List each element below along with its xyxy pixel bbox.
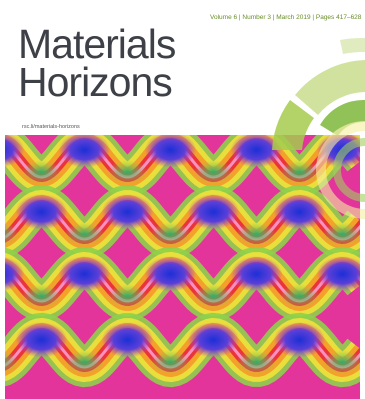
pattern-shape (316, 256, 360, 292)
pattern-shape (322, 350, 360, 374)
decor-arcs (272, 37, 365, 219)
pattern-shape (64, 350, 105, 374)
pattern-shape (322, 222, 360, 246)
pattern-shape (107, 160, 148, 184)
pattern-shape (273, 194, 326, 230)
pattern-shape (15, 322, 68, 358)
pattern-shape (58, 256, 111, 292)
pattern-shape (150, 222, 191, 246)
pattern-shape (279, 160, 320, 184)
pattern-shape (101, 322, 154, 358)
pattern-shape (21, 160, 62, 184)
pattern-shape (359, 336, 360, 344)
pattern-shape (5, 135, 25, 168)
pattern-shape (230, 135, 283, 168)
pattern-shape (15, 194, 68, 230)
pattern-shape (279, 284, 320, 308)
pattern-shape (187, 322, 240, 358)
pattern-shape (144, 256, 197, 292)
pattern-shape (193, 160, 234, 184)
pattern-shape (5, 222, 19, 246)
pattern-shape (236, 222, 277, 246)
pattern-shape (101, 194, 154, 230)
pattern-shape (187, 194, 240, 230)
pattern-shape (64, 222, 105, 246)
pattern-shape (5, 256, 25, 292)
pattern-shape (230, 256, 283, 292)
issue-info: Volume 6 | Number 3 | March 2019 | Pages… (210, 14, 362, 21)
pattern-shape (58, 135, 111, 168)
pattern-shape (144, 135, 197, 168)
pattern-shape (150, 350, 191, 374)
pattern-shape (193, 284, 234, 308)
journal-title: Horizons (18, 59, 172, 105)
pattern-shape (21, 284, 62, 308)
cover-image (5, 135, 360, 399)
pattern-shape (107, 284, 148, 308)
journal-title: Materials (18, 21, 176, 67)
pattern-shape (236, 350, 277, 374)
pattern-shape (5, 350, 19, 374)
journal-url: rsc.li/materials-horizons (22, 124, 80, 130)
pattern-shape (273, 322, 326, 358)
